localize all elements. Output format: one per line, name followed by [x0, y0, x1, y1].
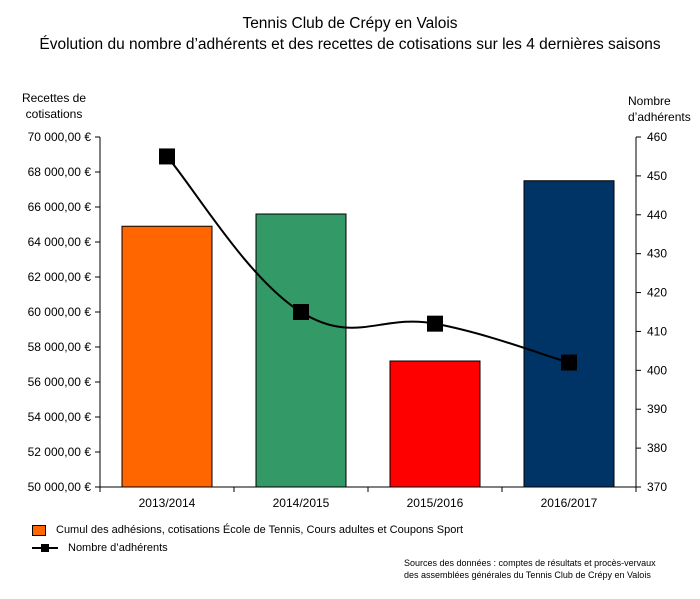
bar-2014/2015: [255, 213, 347, 488]
legend-bar-swatch: [32, 524, 46, 536]
line-marker-2013/2014: [159, 148, 175, 165]
bar-2016/2017: [523, 180, 615, 488]
bar-2013/2014: [121, 225, 213, 488]
right-axis-title: Nombre d’adhérents: [628, 94, 691, 124]
left-tick-label: 68 000,00 €: [28, 165, 92, 179]
line-marker-2015/2016: [427, 315, 443, 332]
line-marker-2016/2017: [561, 354, 577, 371]
right-tick-label: 400: [647, 363, 667, 377]
left-tick-label: 54 000,00 €: [28, 410, 92, 424]
left-tick-label: 66 000,00 €: [28, 200, 92, 214]
legend-item-line: Nombre d’adhérents: [32, 541, 168, 555]
x-tick-label: 2013/2014: [139, 496, 196, 510]
right-tick-label: 450: [647, 169, 667, 183]
left-tick-label: 64 000,00 €: [28, 235, 92, 249]
right-tick-label: 430: [647, 247, 667, 261]
bar-2015/2016: [389, 360, 481, 488]
left-tick-label: 70 000,00 €: [28, 130, 92, 144]
left-tick-label: 58 000,00 €: [28, 340, 92, 354]
chart-title: Tennis Club de Crépy en Valois: [242, 15, 458, 32]
left-tick-label: 62 000,00 €: [28, 270, 92, 284]
x-tick-label: 2014/2015: [273, 496, 330, 510]
legend-line-label: Nombre d’adhérents: [68, 542, 168, 554]
right-tick-label: 390: [647, 402, 667, 416]
right-tick-label: 440: [647, 208, 667, 222]
right-tick-label: 460: [647, 130, 667, 144]
right-tick-label: 420: [647, 286, 667, 300]
line-series-path: [166, 155, 570, 364]
x-tick-label: 2015/2016: [407, 496, 464, 510]
left-tick-label: 56 000,00 €: [28, 375, 92, 389]
legend-item-bars: Cumul des adhésions, cotisations École d…: [32, 523, 463, 537]
left-tick-label: 50 000,00 €: [28, 480, 92, 494]
left-tick-label: 60 000,00 €: [28, 305, 92, 319]
right-tick-label: 370: [647, 480, 667, 494]
right-tick-label: 410: [647, 324, 667, 338]
legend-line-swatch: [32, 541, 58, 555]
left-tick-label: 52 000,00 €: [28, 445, 92, 459]
source-note: Sources des données : comptes de résulta…: [404, 558, 656, 580]
chart-subtitle: Évolution du nombre d’adhérents et des r…: [39, 36, 661, 53]
right-tick-label: 380: [647, 441, 667, 455]
legend-bars-label: Cumul des adhésions, cotisations École d…: [56, 524, 464, 536]
left-axis-title: Recettes de cotisations: [21, 91, 87, 121]
line-marker-2014/2015: [293, 304, 309, 320]
x-tick-label: 2016/2017: [541, 496, 598, 510]
